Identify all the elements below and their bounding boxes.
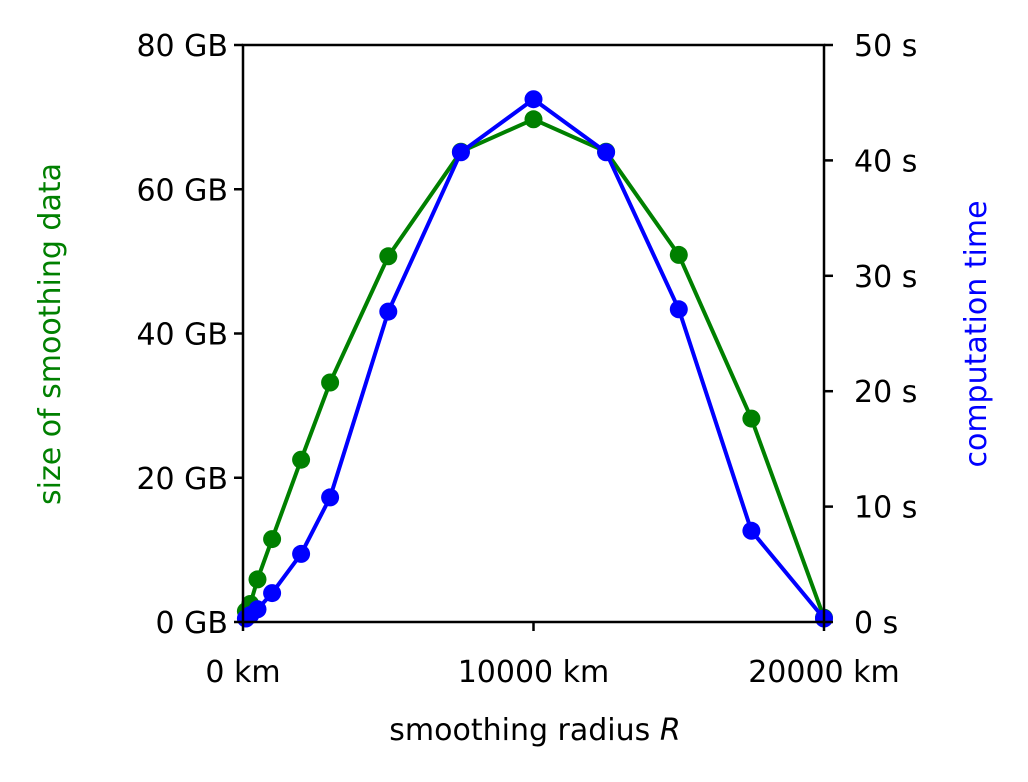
series-time-point — [669, 300, 688, 319]
series-size-point — [742, 409, 761, 428]
series-size-point — [669, 245, 688, 264]
series-size-point — [248, 570, 267, 589]
series-size-point — [321, 373, 340, 392]
y-right-tick-label: 50 s — [854, 29, 917, 64]
series-size-point — [292, 450, 311, 469]
series-time-point — [524, 90, 543, 109]
series-size-point — [379, 247, 398, 266]
series-size-point — [524, 110, 543, 129]
series-layer — [236, 90, 833, 628]
x-axis: 0 km 10000 km 20000 km — [205, 622, 900, 690]
y-right-tick-label: 10 s — [854, 491, 917, 526]
y-axis-right: 0 s 10 s 20 s 30 s 40 s 50 s — [824, 29, 917, 641]
series-time-point — [451, 143, 470, 162]
y-left-tick-label: 80 GB — [136, 29, 228, 64]
x-axis-title-variable: R — [660, 713, 681, 748]
y-axis-right-title: computation time — [959, 200, 994, 467]
x-tick-label: 20000 km — [748, 655, 900, 690]
series-time-point — [597, 143, 616, 162]
series-time-point — [742, 521, 761, 540]
y-right-tick-label: 40 s — [854, 144, 917, 179]
x-tick-label: 0 km — [205, 655, 280, 690]
y-axis-left-title: size of smoothing data — [33, 163, 68, 505]
y-right-tick-label: 30 s — [854, 260, 917, 295]
y-left-tick-label: 60 GB — [136, 173, 228, 208]
y-left-tick-label: 0 GB — [156, 606, 228, 641]
series-time-point — [321, 488, 340, 507]
y-left-tick-label: 40 GB — [136, 318, 228, 353]
plot-area — [243, 45, 824, 622]
series-size-point — [263, 530, 282, 549]
series-time-point — [292, 544, 311, 563]
y-left-tick-label: 20 GB — [136, 462, 228, 497]
y-right-tick-label: 0 s — [854, 606, 898, 641]
series-time-point — [248, 600, 267, 619]
series-time-point — [379, 302, 398, 321]
series-time-point — [263, 584, 282, 603]
y-axis-left: 0 GB 20 GB 40 GB 60 GB 80 GB — [136, 29, 243, 641]
x-axis-title: smoothing radius R — [389, 713, 680, 748]
y-right-tick-label: 20 s — [854, 375, 917, 410]
x-tick-label: 10000 km — [458, 655, 610, 690]
